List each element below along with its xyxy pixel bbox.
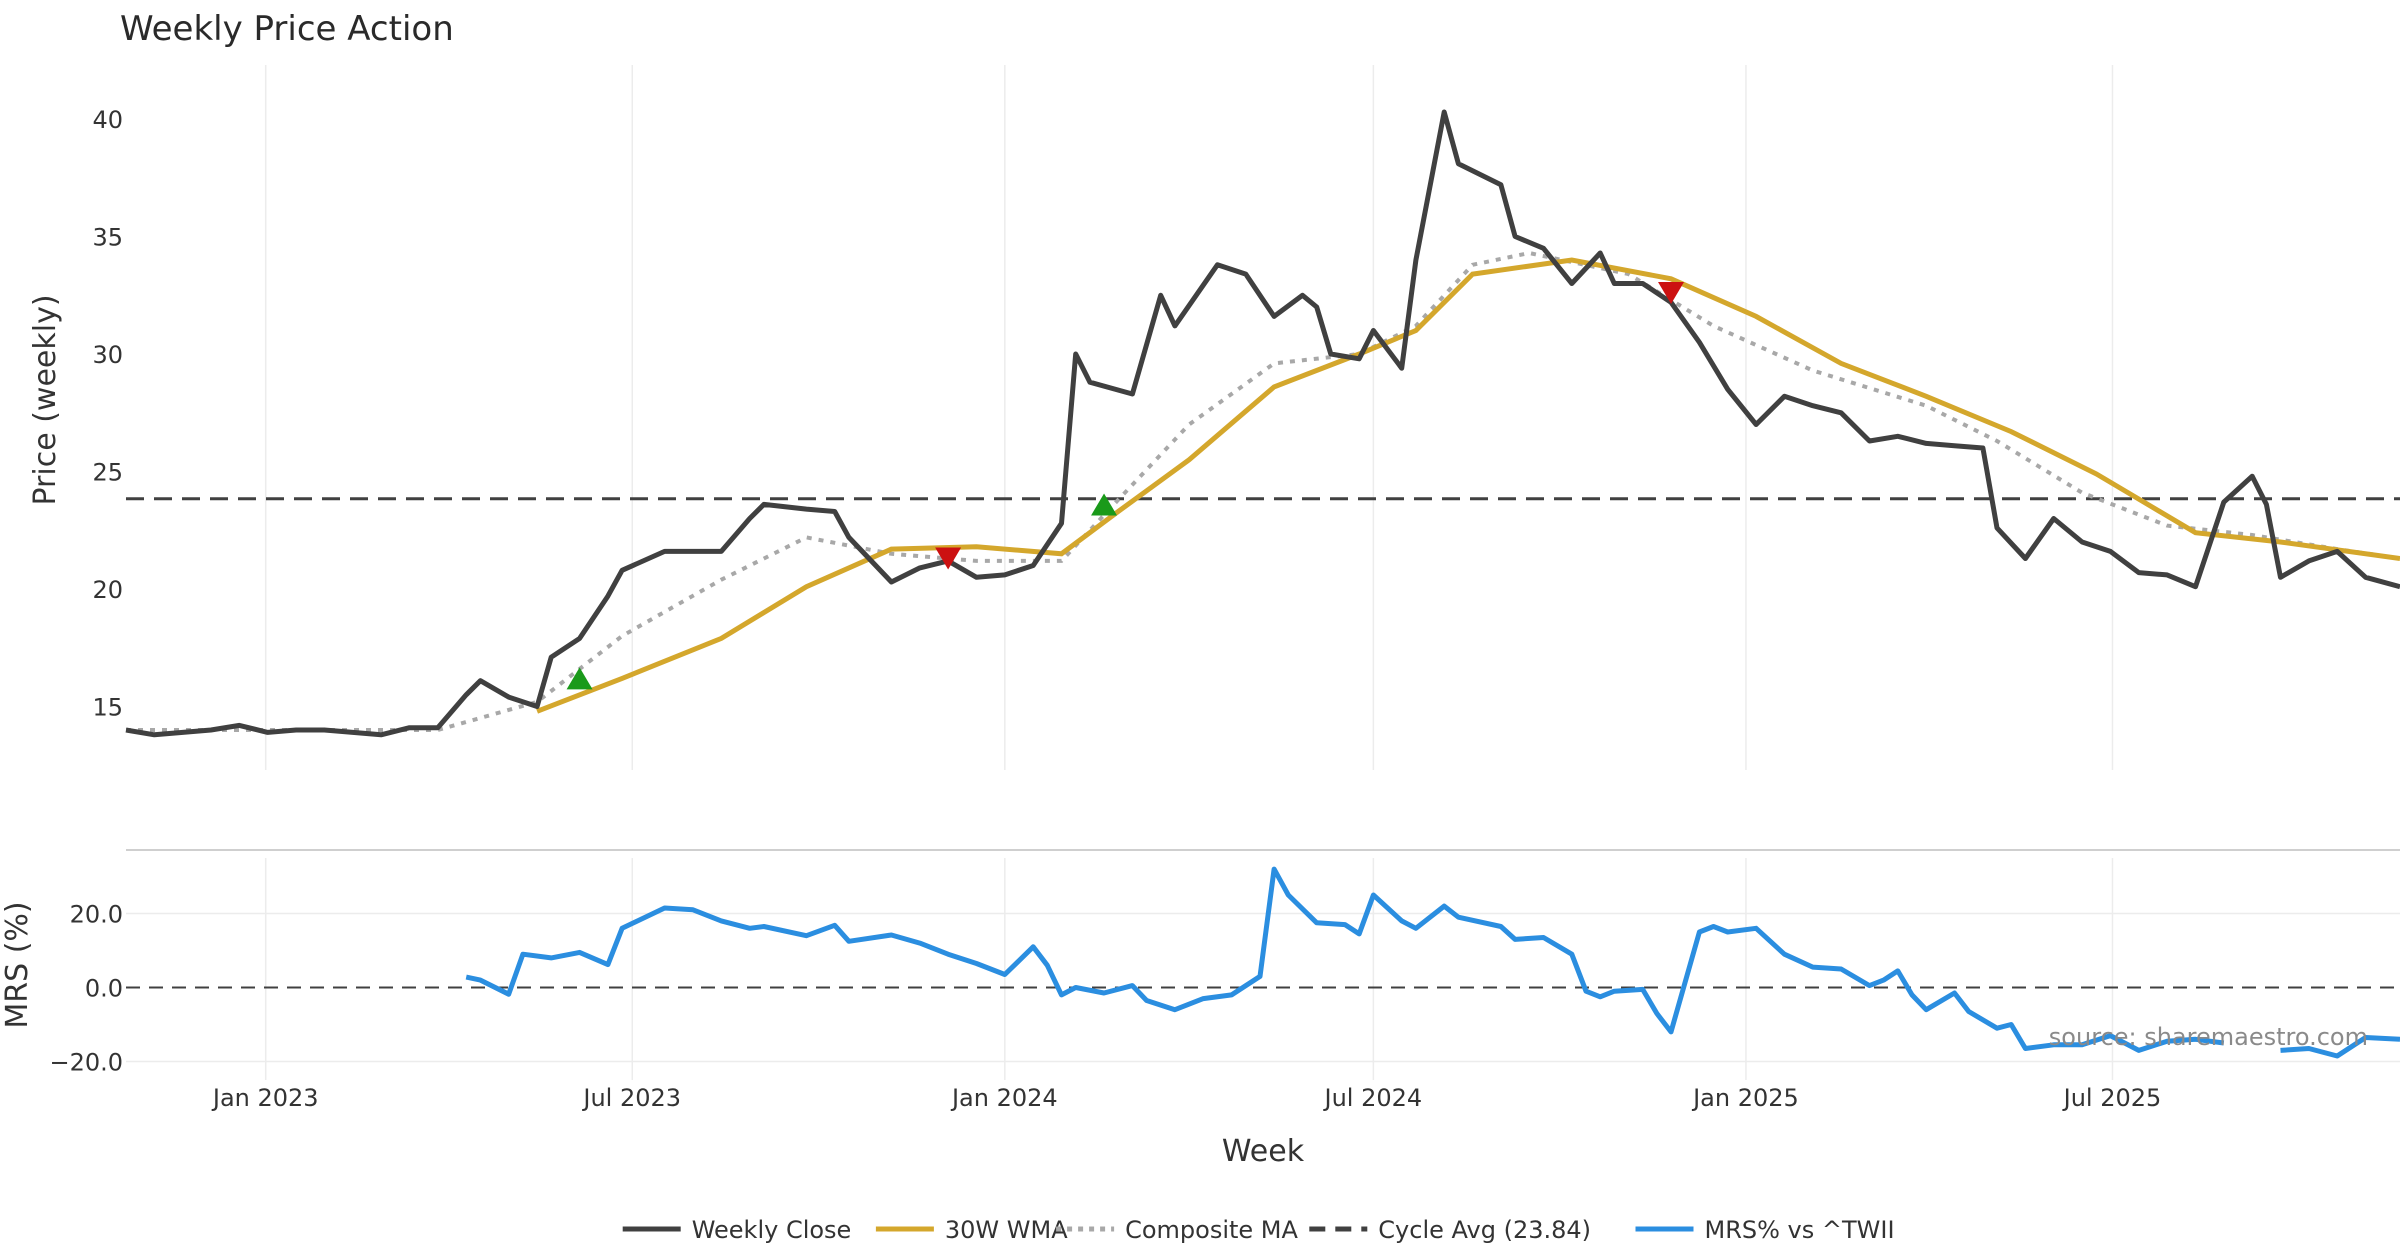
source-label: source: sharemaestro.com [2049,1023,2368,1051]
mrs-x-grid [264,858,2114,1080]
legend-item: 30W WMA [875,1216,1068,1244]
buy-signal-marker [1091,493,1118,516]
price-y-axis-label: Price (weekly) [28,294,63,505]
mrs-y-axis-label: MRS (%) [0,901,35,1028]
price-y-ticks: 15 20 25 30 35 40 [92,106,123,722]
sell-signal-marker [1658,281,1685,304]
legend: Weekly Close 30W WMA Composite MA Cycle Avg… [622,1216,1895,1244]
x-tick-label: Jul 2023 [581,1084,681,1112]
signal-markers [566,281,1685,690]
legend-item: Composite MA [1056,1216,1299,1244]
x-axis-label: Week [1222,1134,1305,1169]
legend-label: Composite MA [1125,1216,1298,1244]
price-y-tick-label: 15 [92,694,123,722]
legend-label: MRS% vs ^TWII [1705,1216,1895,1244]
x-tick-label: Jan 2023 [211,1084,319,1112]
x-tick-label: Jan 2025 [1691,1084,1799,1112]
price-y-tick-label: 25 [92,459,123,487]
mrs-y-tick-label: 0.0 [85,975,123,1003]
price-y-tick-label: 35 [92,224,123,252]
legend-item: MRS% vs ^TWII [1635,1216,1895,1244]
legend-item: Weekly Close [622,1216,852,1244]
buy-signal-marker [566,667,593,690]
mrs-y-tick-label: −20.0 [49,1049,123,1077]
sell-signal-marker [935,547,962,570]
price-x-grid [264,65,2114,770]
mrs-y-ticks: 20.0 0.0 −20.0 [49,901,123,1077]
legend-label: 30W WMA [945,1216,1068,1244]
series-30w-wma [536,257,2400,714]
legend-label: Cycle Avg (23.84) [1378,1216,1591,1244]
x-tick-label: Jul 2024 [1323,1084,1423,1112]
x-tick-labels: Jan 2023 Jul 2023 Jan 2024 Jul 2024 Jan 2025… [211,1084,2161,1112]
x-tick-label: Jul 2025 [2062,1084,2162,1112]
mrs-y-grid [126,912,2400,1063]
series-composite-ma [126,250,2400,732]
series-weekly-close [125,109,2400,738]
series-mrs [465,866,2400,1059]
legend-label: Weekly Close [692,1216,852,1244]
legend-item: Cycle Avg (23.84) [1309,1216,1591,1244]
price-y-tick-label: 30 [92,341,123,369]
price-y-tick-label: 40 [92,106,123,134]
x-tick-label: Jan 2024 [950,1084,1058,1112]
chart-title: Weekly Price Action [120,9,454,49]
price-y-tick-label: 20 [92,576,123,604]
mrs-y-tick-label: 20.0 [70,901,123,929]
